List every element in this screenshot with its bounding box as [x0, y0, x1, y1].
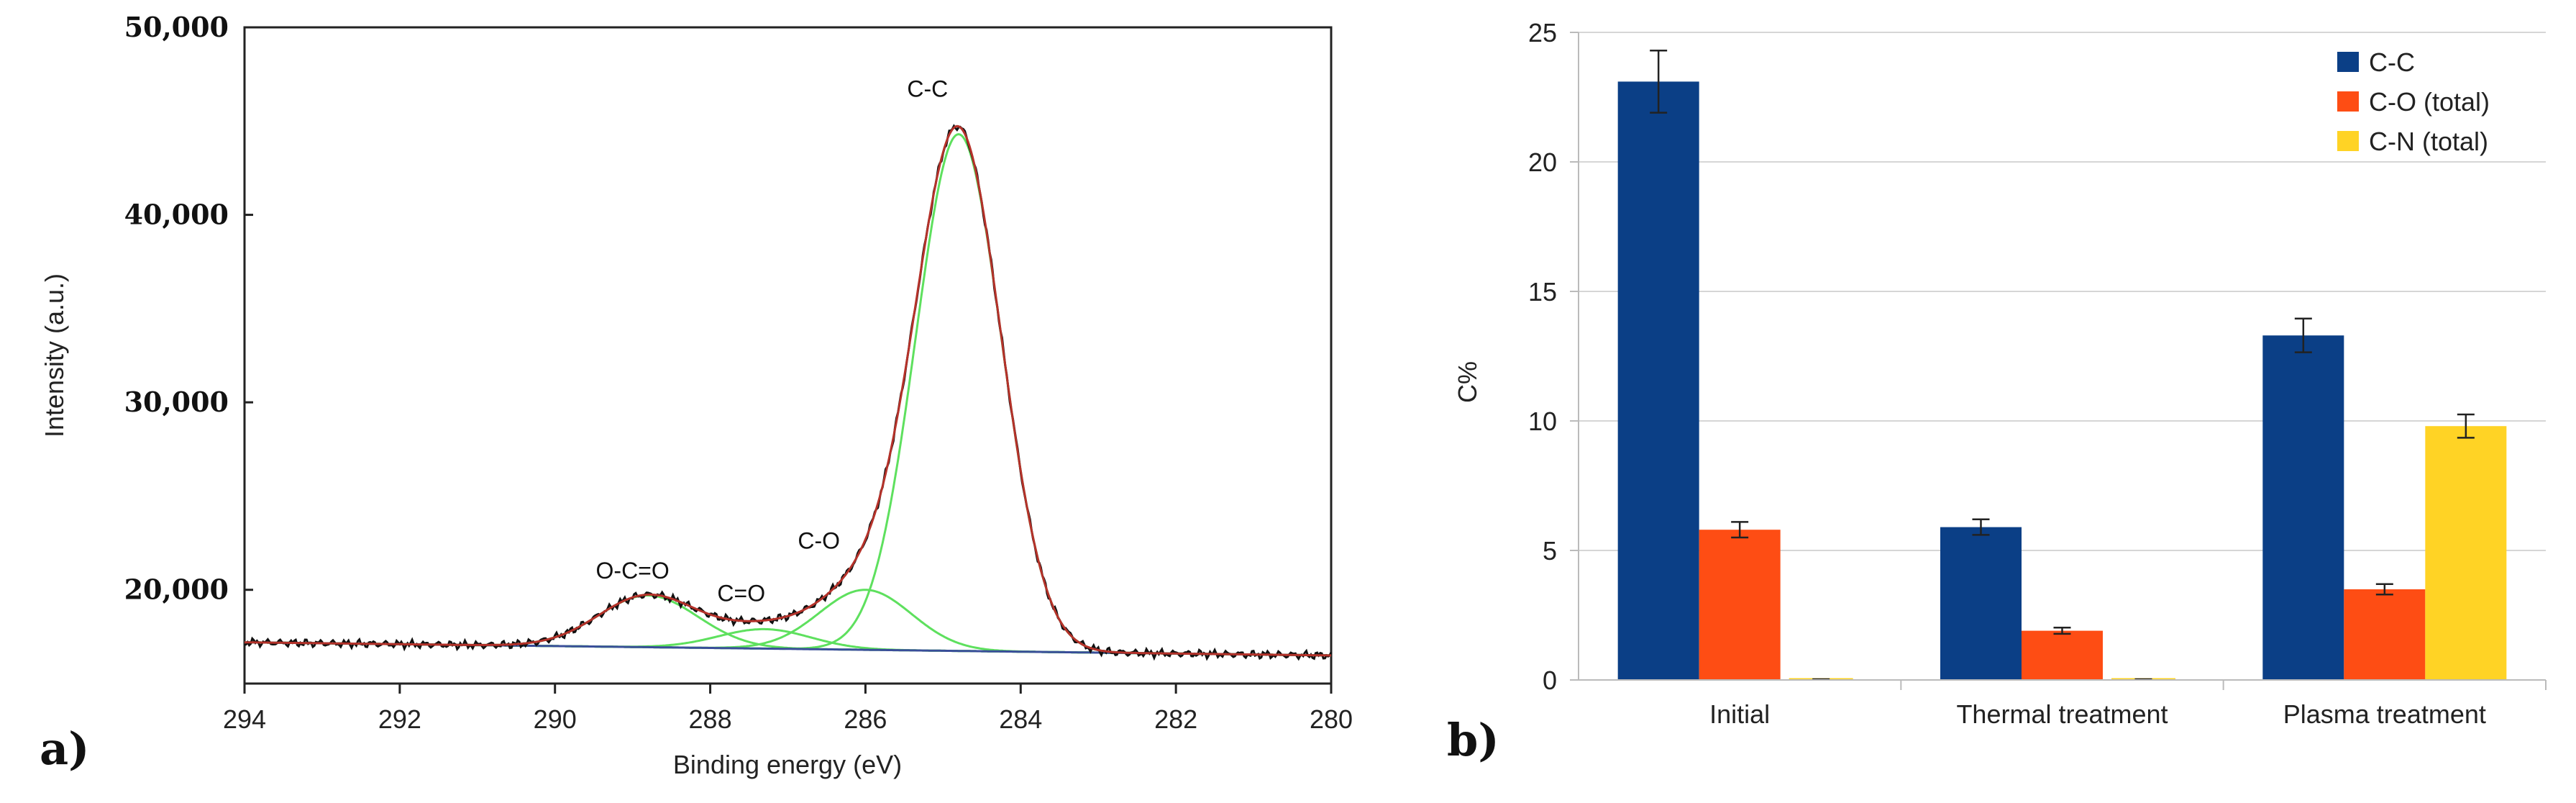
panel-a-peak-label: C-C: [907, 76, 948, 101]
panel-b-bar-chart: 0 5 10 15 20 25 Initial Thermal treatment Plasm…: [1447, 18, 2547, 766]
panel-a-peak-label: C=O: [717, 580, 765, 606]
panel-b-bar: [2425, 426, 2507, 680]
panel-b-label: b): [1447, 714, 1499, 766]
panel-b-legend-swatch: [2337, 52, 2359, 72]
panel-a-component-c-c: [245, 132, 1331, 657]
panel-b-legend-swatch: [2337, 91, 2359, 112]
panel-b-legend-swatch: [2337, 131, 2359, 151]
panel-b-legend-label: C-N (total): [2369, 127, 2488, 156]
panel-a-x-tick-label: 280: [1310, 704, 1353, 734]
panel-a-peak-label: O-C=O: [596, 558, 670, 584]
panel-b-bar: [2344, 589, 2426, 680]
panel-b-bar: [1617, 81, 1699, 680]
panel-b-legend: C-C C-O (total) C-N (total): [2337, 47, 2490, 156]
panel-a-component-o-c-o: [245, 594, 1331, 657]
panel-a-x-tick-label: 288: [689, 704, 732, 734]
panel-b-y-tick-label: 20: [1528, 148, 1557, 177]
panel-b-bar: [2022, 630, 2103, 680]
panel-a-y-tick-label: 50,000: [124, 11, 229, 43]
panel-a-y-tick-label: 30,000: [124, 386, 229, 418]
panel-b-bar: [2262, 335, 2344, 680]
panel-b-category-label: Plasma treatment: [2283, 699, 2486, 729]
panel-a-x-tick-label: 294: [223, 704, 266, 734]
panel-b-y-tick-label: 0: [1543, 666, 1557, 695]
panel-a-component-c-o: [245, 589, 1331, 657]
panel-a-fit-envelope: [245, 124, 1331, 657]
panel-b-bar: [1940, 527, 2022, 680]
panel-b-legend-label: C-O (total): [2369, 87, 2490, 117]
panel-b-category-label: Thermal treatment: [1956, 699, 2168, 729]
panel-a-x-tick-label: 290: [534, 704, 577, 734]
panel-b-legend-label: C-C: [2369, 47, 2415, 77]
panel-a-label: a): [40, 722, 90, 775]
panel-b-category-label: Initial: [1709, 699, 1770, 729]
panel-b-y-tick-label: 10: [1528, 407, 1557, 436]
panel-a-x-tick-label: 286: [844, 704, 887, 734]
panel-a-plot-frame: [243, 26, 1333, 685]
panel-a-y-axis-label: Intensity (a.u.): [40, 273, 69, 437]
panel-a-x-tick-label: 292: [378, 704, 421, 734]
panel-a-y-tick-label: 40,000: [124, 199, 229, 231]
panel-b-y-tick-label: 25: [1528, 18, 1557, 47]
panel-a-y-tick-label: 20,000: [124, 573, 229, 606]
panel-a-raw-data: [244, 124, 1333, 661]
panel-a-x-axis-label: Binding energy (eV): [673, 750, 902, 779]
panel-a-xps-spectrum: 20,000 30,000 40,000 50,000 294 292 290 288 286…: [40, 11, 1353, 779]
panel-a-x-tick-label: 282: [1154, 704, 1197, 734]
panel-b-y-tick-label: 5: [1543, 536, 1557, 566]
panel-a-x-tick-label: 284: [999, 704, 1042, 734]
panel-b-y-tick-label: 15: [1528, 277, 1557, 307]
panel-b-bar: [1699, 530, 1781, 680]
panel-a-peak-label: C-O: [798, 527, 840, 553]
panel-b-y-axis-label: C%: [1453, 361, 1482, 403]
